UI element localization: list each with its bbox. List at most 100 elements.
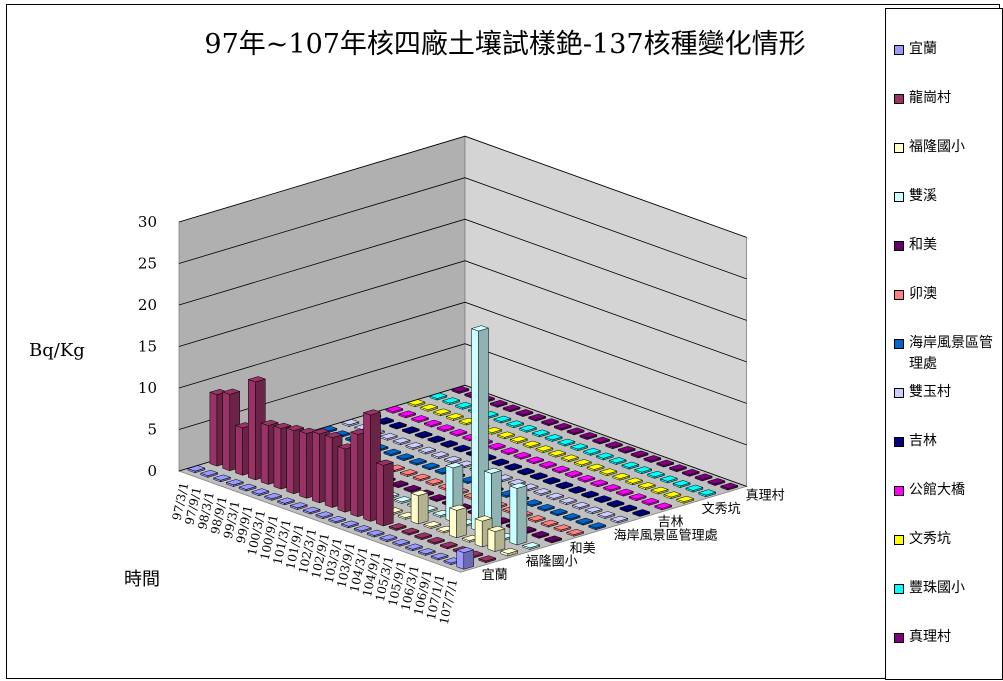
bar <box>225 479 245 487</box>
legend-item: 吉林 <box>894 431 998 452</box>
bar <box>560 454 580 463</box>
bar <box>569 443 589 452</box>
bar <box>564 470 583 479</box>
legend-swatch <box>894 486 904 496</box>
bar <box>487 525 506 552</box>
bar <box>432 408 452 417</box>
bar <box>379 432 399 441</box>
legend-item: 雙溪 <box>894 186 998 207</box>
bar <box>663 491 682 500</box>
bar <box>443 455 463 464</box>
bar <box>527 515 547 523</box>
bar <box>483 426 503 435</box>
bar <box>580 490 600 499</box>
chart-3d-bar: 05101520253097/3/197/9/198/3/198/9/199/3… <box>29 29 806 626</box>
bar <box>341 419 360 427</box>
bar <box>675 495 695 504</box>
bar <box>547 449 567 458</box>
gridline <box>178 218 747 321</box>
bar <box>536 503 556 512</box>
bar <box>599 468 618 477</box>
bar <box>655 459 675 468</box>
depth-tick-label: 福隆國小 <box>526 555 578 570</box>
bar <box>423 521 442 529</box>
bar <box>212 474 232 483</box>
bar <box>388 421 408 430</box>
legend-item: 卯澳 <box>894 284 998 305</box>
legend-swatch <box>894 241 904 251</box>
bar <box>531 530 550 539</box>
bar <box>697 489 717 498</box>
legend-item: 豐珠國小 <box>894 578 998 599</box>
bar <box>405 442 424 450</box>
bar <box>522 440 541 449</box>
bar <box>505 420 525 429</box>
chart-ticks: 05101520253097/3/197/9/198/3/198/9/199/3… <box>138 213 785 626</box>
chart-frame: 0 5 10 15 20 25 30 97/3/1 97/9/1 98/3/1 98/9/1 99/3… <box>6 4 1003 680</box>
bar <box>199 469 219 478</box>
y-axis-label: Bq/Kg <box>29 340 85 361</box>
bar <box>430 451 450 460</box>
bar <box>565 528 585 537</box>
bar <box>395 453 415 462</box>
legend-swatch <box>894 339 904 349</box>
x-axis-label: 時間 <box>124 569 160 590</box>
bar <box>606 499 625 508</box>
y-tick-label: 25 <box>138 255 157 273</box>
bar <box>587 522 607 531</box>
legend-swatch <box>894 535 904 545</box>
legend-label: 雙玉村 <box>909 384 951 400</box>
legend-swatch <box>894 45 904 55</box>
bar <box>650 486 669 495</box>
bar <box>496 431 516 440</box>
bar <box>589 479 609 488</box>
bar <box>247 376 267 481</box>
bar <box>597 511 616 519</box>
bar <box>643 455 662 463</box>
bar <box>529 472 549 481</box>
bar <box>412 473 431 482</box>
gridline <box>178 135 747 238</box>
gridline <box>178 301 747 404</box>
bar <box>516 467 536 476</box>
bar <box>375 459 395 527</box>
bar <box>515 409 534 417</box>
bar <box>379 534 398 543</box>
bar <box>538 461 558 469</box>
bar <box>408 457 428 466</box>
bar <box>595 452 615 461</box>
chart-legend: 宜蘭 龍崗村 福隆國小 雙溪 和美 卯澳 海岸風景區管理處 雙玉村 吉林 公館大橋 文秀坑 豐珠國小真… <box>885 8 1003 680</box>
bar <box>401 527 420 536</box>
legend-label: 雙溪 <box>909 188 937 204</box>
bar <box>533 488 552 496</box>
bar <box>477 555 497 564</box>
legend-swatch <box>894 290 904 300</box>
bar <box>535 445 554 454</box>
gridline <box>178 343 747 446</box>
legend-label: 宜蘭 <box>909 41 937 57</box>
depth-tick-label: 宜蘭 <box>482 567 508 583</box>
legend-swatch <box>894 388 904 398</box>
bar <box>631 509 651 517</box>
bar <box>668 464 688 473</box>
bar <box>685 484 704 493</box>
bar <box>567 486 587 494</box>
legend-label: 海岸風景區管理處 <box>909 335 993 372</box>
bar <box>527 413 547 422</box>
bar <box>545 492 565 501</box>
bar <box>525 456 545 465</box>
bar <box>707 478 726 486</box>
bar <box>521 542 541 550</box>
bar <box>540 519 559 528</box>
bar <box>397 410 417 419</box>
bar <box>449 428 468 437</box>
legend-label: 公館大橋 <box>909 482 965 498</box>
legend-item: 文秀坑 <box>894 529 998 550</box>
bar <box>289 502 309 510</box>
bar <box>628 493 647 502</box>
bar <box>531 429 551 438</box>
bar <box>436 424 455 433</box>
bar <box>421 462 441 471</box>
bar <box>630 450 649 459</box>
chart-title: 97年~107年核四廠土壤試樣銫-137核種變化情形 <box>204 29 805 60</box>
